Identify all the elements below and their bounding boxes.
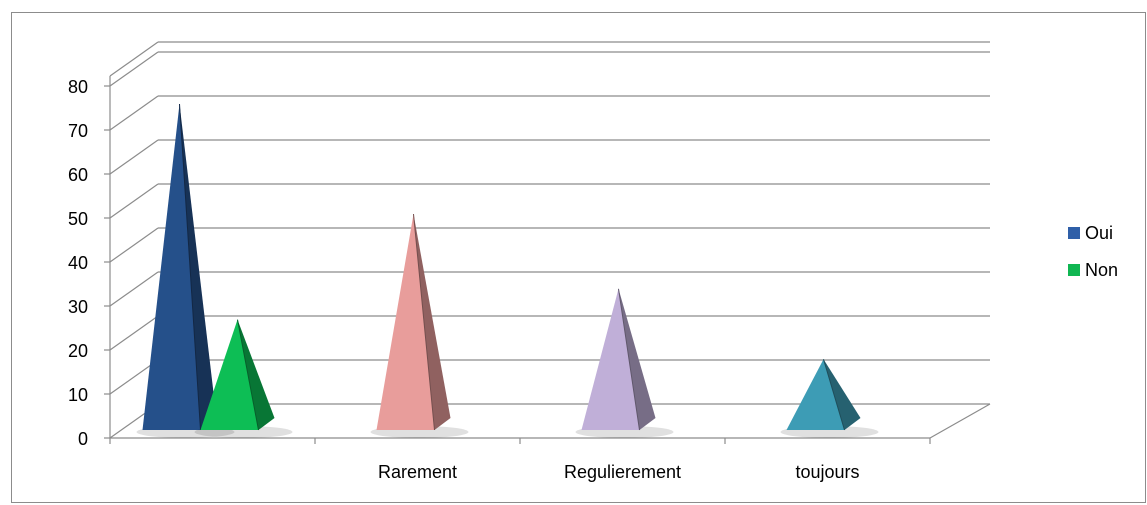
x-tick-label: toujours [795,462,859,482]
gridline-depth [109,51,159,87]
y-tick-label: 50 [68,209,88,229]
chart-frame [11,12,1146,503]
y-tick-label: 20 [68,341,88,361]
legend-label-non: Non [1085,259,1119,280]
pyramid-side [618,288,656,430]
y-tick-label: 30 [68,297,88,317]
pyramid-side [413,214,451,430]
pyramid-edge [823,359,845,431]
legend-item-non: Non [1068,260,1118,280]
pyramid-edge [413,213,435,431]
pyramid-oui-regulierement [581,288,640,430]
gridline-depth [109,139,159,175]
legend: Oui Non [1068,223,1118,297]
x-tick-label: Rarement [378,462,457,482]
x-tick-label: Regulierement [564,462,681,482]
pyramid-side [823,359,861,430]
pyramid-oui-rarement [376,214,435,430]
gridline-depth [109,95,159,131]
gridline-depth [109,227,159,263]
gridline-depth [109,315,159,351]
gridline-depth [109,271,159,307]
pyramid-side [237,319,275,430]
legend-swatch-non [1068,264,1080,276]
pyramid-side [179,104,217,430]
pyramid-edge [237,319,259,431]
y-tick-label: 0 [78,429,88,449]
gridline-depth [109,183,159,219]
legend-item-oui: Oui [1068,223,1118,243]
y-tick-label: 70 [68,121,88,141]
pyramid-oui-first [142,104,201,430]
y-tick-label: 60 [68,165,88,185]
gridline-depth [109,41,159,77]
legend-swatch-oui [1068,227,1080,239]
pyramid-non-first [200,319,259,430]
floor-right-edge [929,403,991,439]
y-tick-label: 10 [68,385,88,405]
pyramid-edge [618,288,640,431]
pyramid-edge [179,103,201,431]
pyramid-oui-toujours [786,359,845,430]
y-tick-label: 40 [68,253,88,273]
y-tick-label: 80 [68,77,88,97]
legend-label-oui: Oui [1085,222,1114,243]
